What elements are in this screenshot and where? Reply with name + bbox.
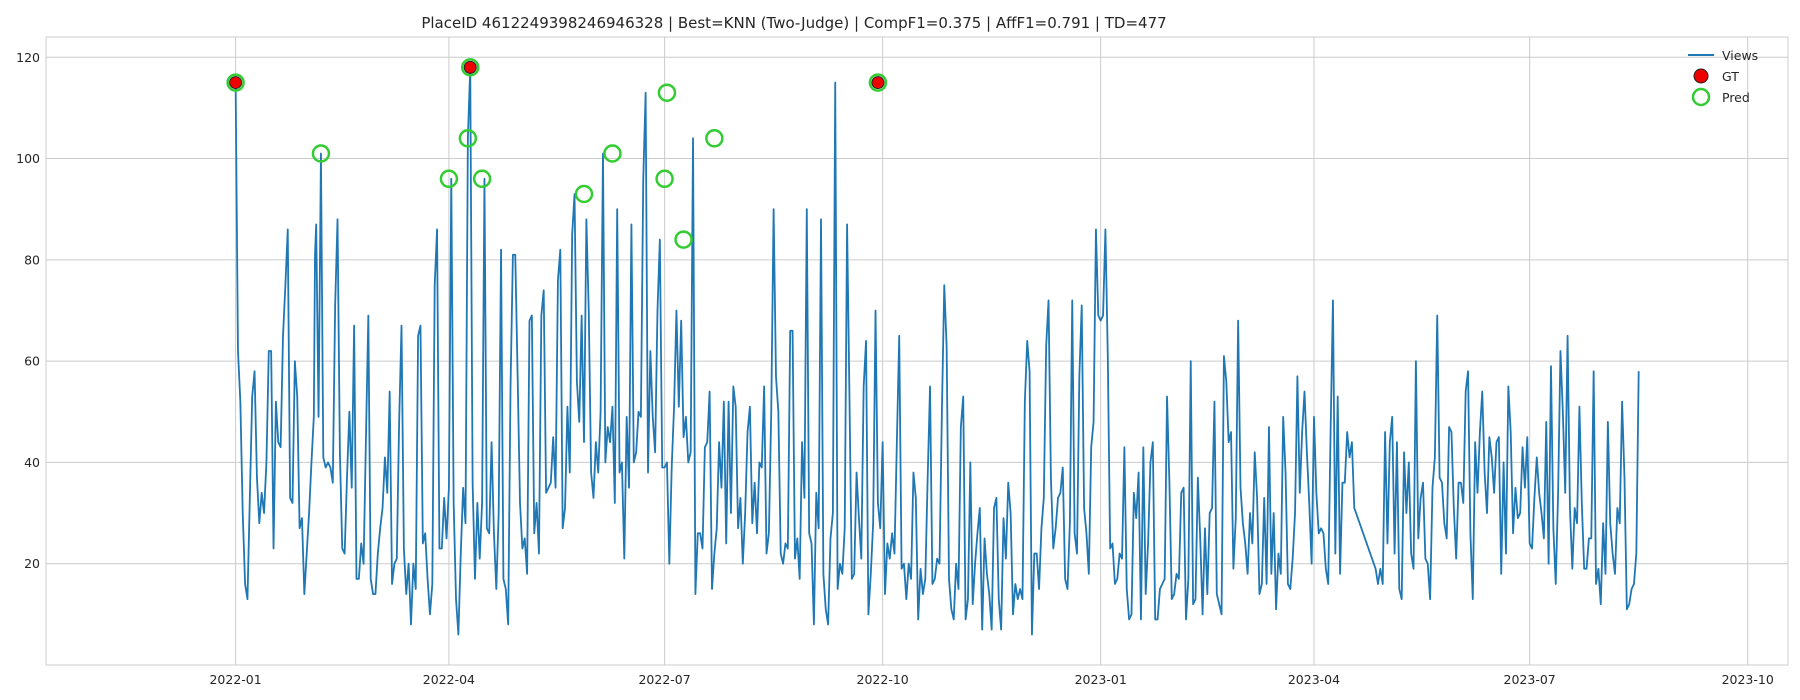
pred-marker — [460, 58, 480, 77]
gt-marker — [871, 76, 885, 90]
x-tick-label: 2023-04 — [1288, 672, 1340, 687]
legend-label-gt: GT — [1722, 69, 1739, 84]
pred-marker — [674, 230, 693, 249]
pred-marker — [705, 129, 724, 148]
x-tick-label: 2022-07 — [638, 672, 690, 687]
x-tick-label: 2023-01 — [1075, 672, 1127, 687]
pred-marker — [657, 83, 677, 102]
y-tick-label: 60 — [24, 354, 40, 369]
pred-marker — [574, 184, 594, 204]
x-tick-label: 2022-04 — [423, 672, 475, 687]
x-tick-label: 2022-01 — [209, 672, 261, 687]
x-tick-label: 2023-07 — [1504, 672, 1556, 687]
gt-markers — [229, 60, 885, 90]
pred-marker — [458, 129, 478, 148]
series-line-views — [234, 66, 1640, 636]
pred-marker — [655, 169, 674, 189]
y-tick-label: 20 — [24, 556, 40, 571]
pred-marker — [472, 169, 492, 189]
pred-markers — [226, 58, 888, 249]
legend-swatch-gt — [1693, 68, 1709, 84]
legend: Views GT Pred — [1688, 48, 1758, 107]
legend-label-pred: Pred — [1722, 90, 1750, 105]
y-tick-label: 40 — [24, 455, 40, 470]
gt-marker — [463, 60, 477, 74]
y-tick-label: 80 — [24, 252, 40, 267]
gt-marker — [229, 76, 243, 90]
axis-ticks: 2022-01 2022-04 2022-07 2022-10 2023-01 2023-… — [16, 50, 1774, 687]
pred-marker — [226, 73, 245, 92]
pred-marker — [603, 144, 622, 163]
plot-frame — [45, 36, 1789, 666]
pred-marker — [311, 144, 331, 163]
y-tick-label: 120 — [16, 50, 40, 65]
chart-title: PlaceID 4612249398246946328 | Best=KNN (… — [421, 14, 1166, 32]
x-tick-label: 2022-10 — [857, 672, 909, 687]
pred-marker — [868, 73, 888, 92]
legend-label-views: Views — [1722, 48, 1758, 63]
y-tick-label: 100 — [16, 151, 40, 166]
x-tick-label: 2023-10 — [1722, 672, 1774, 687]
legend-swatch-pred — [1691, 87, 1711, 107]
pred-marker — [439, 169, 459, 189]
